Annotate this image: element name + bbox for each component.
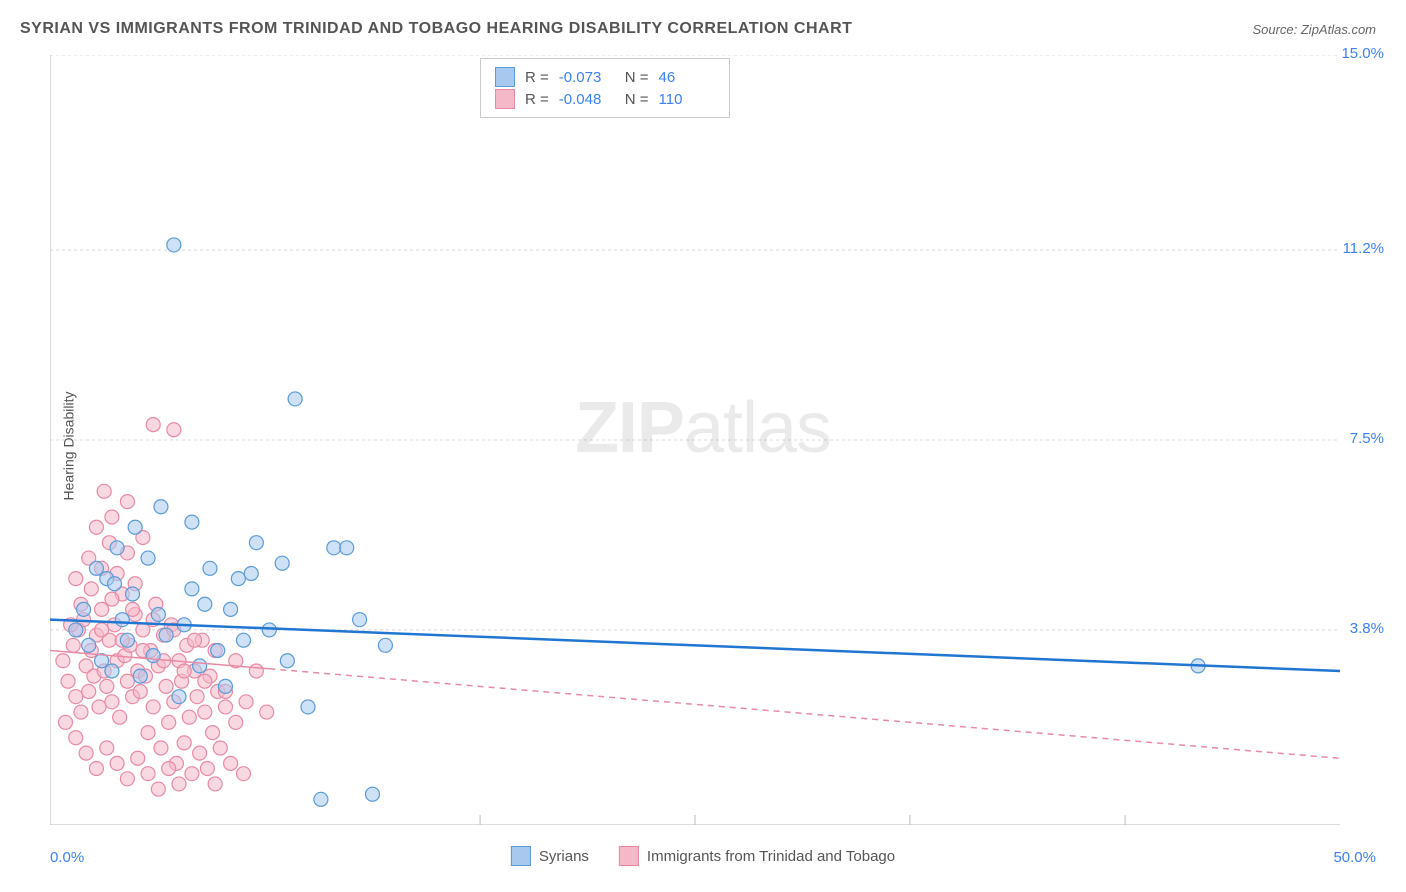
y-tick-label: 15.0% [1341,45,1384,62]
y-tick-label: 11.2% [1343,240,1384,257]
series-swatch-icon [495,67,515,87]
source-label: Source: ZipAtlas.com [1252,22,1376,37]
legend-item: Syrians [511,846,589,866]
bottom-legend: Syrians Immigrants from Trinidad and Tob… [511,846,895,866]
chart-area [50,55,1350,835]
legend-stats-row: R = -0.048 N = 110 [495,89,715,109]
n-label: N = [625,69,649,86]
legend-item: Immigrants from Trinidad and Tobago [619,846,895,866]
y-tick-label: 7.5% [1350,430,1384,447]
chart-title: SYRIAN VS IMMIGRANTS FROM TRINIDAD AND T… [20,20,852,38]
legend-stats-box: R = -0.073 N = 46 R = -0.048 N = 110 [480,58,730,118]
series-swatch-icon [619,846,639,866]
x-axis-start-label: 0.0% [50,849,84,866]
series-swatch-icon [495,89,515,109]
r-label: R = [525,91,549,108]
r-label: R = [525,69,549,86]
scatter-chart [50,55,1340,825]
legend-stats-row: R = -0.073 N = 46 [495,67,715,87]
y-tick-label: 3.8% [1350,620,1384,637]
n-value: 46 [659,69,715,86]
legend-label: Syrians [539,848,589,865]
r-value: -0.073 [559,69,615,86]
n-label: N = [625,91,649,108]
series-swatch-icon [511,846,531,866]
r-value: -0.048 [559,91,615,108]
x-axis-end-label: 50.0% [1333,849,1376,866]
legend-label: Immigrants from Trinidad and Tobago [647,848,895,865]
n-value: 110 [659,91,715,108]
